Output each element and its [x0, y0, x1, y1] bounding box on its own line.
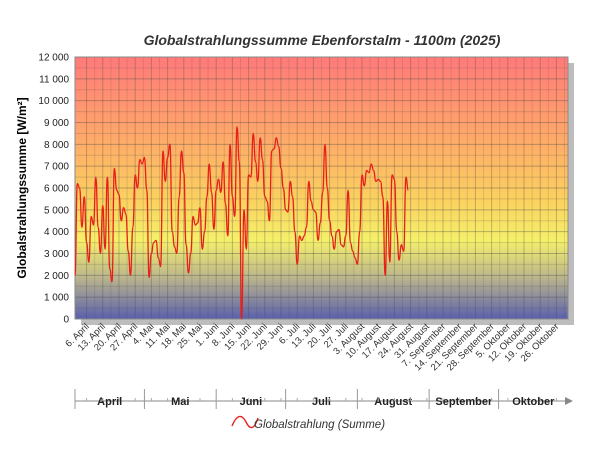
- plot-background: [75, 57, 568, 319]
- month-label: September: [435, 396, 493, 408]
- y-axis: 0 1 000 2 000 3 000 4 000 5 000 6 000 7 000 8 00…: [38, 53, 69, 326]
- month-label: August: [374, 396, 412, 408]
- y-tick-label: 12 000: [38, 53, 69, 64]
- grid-lines: [74, 56, 569, 320]
- y-tick-label: 0: [63, 315, 69, 326]
- y-tick-label: 2 000: [44, 271, 69, 282]
- month-label: Oktober: [512, 396, 555, 408]
- month-label: Mai: [171, 396, 189, 408]
- y-tick-label: 1 000: [44, 293, 69, 304]
- y-axis-label: Globalstrahlungssumme [W/m²]: [15, 97, 29, 278]
- month-label: Juni: [240, 396, 263, 408]
- month-label: Juli: [312, 396, 331, 408]
- y-tick-label: 8 000: [44, 140, 69, 151]
- chart-title: Globalstrahlungssumme Ebenforstalm - 110…: [144, 32, 501, 48]
- y-tick-label: 5 000: [44, 205, 69, 216]
- y-tick-label: 4 000: [44, 227, 69, 238]
- series-line-0: [74, 126, 409, 320]
- y-tick-label: 9 000: [44, 118, 69, 129]
- plot-border: [74, 56, 569, 320]
- y-tick-label: 3 000: [44, 249, 69, 260]
- legend: Globalstrahlung (Summe): [231, 415, 385, 431]
- y-tick-label: 6 000: [44, 184, 69, 195]
- month-axis-arrow: [565, 397, 573, 405]
- y-tick-label: 7 000: [44, 162, 69, 173]
- series-layer: [74, 126, 409, 320]
- y-tick-label: 11 000: [39, 74, 69, 85]
- month-label: April: [97, 396, 122, 408]
- legend-label: Globalstrahlung (Summe): [254, 419, 385, 431]
- plot-area: [75, 57, 574, 325]
- y-tick-label: 10 000: [38, 96, 69, 107]
- legend-swatch: [231, 415, 259, 429]
- month-axis: April Mai Juni Juli August September Oktober: [74, 389, 573, 409]
